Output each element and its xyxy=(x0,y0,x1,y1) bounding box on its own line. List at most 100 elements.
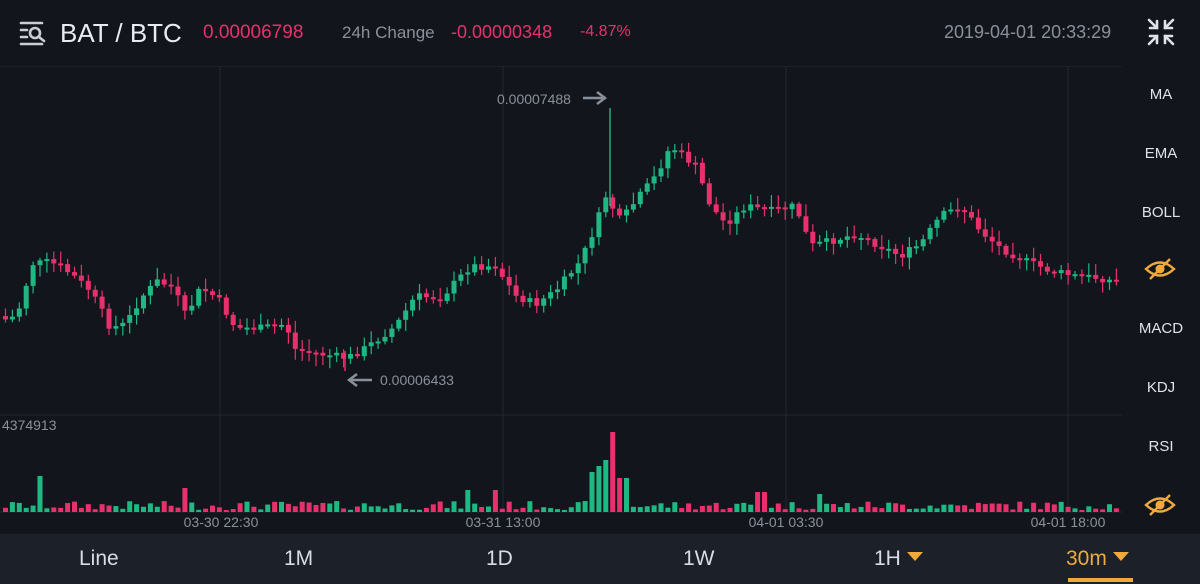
volume-bar xyxy=(237,503,243,512)
candle-body xyxy=(44,259,50,262)
volume-bar xyxy=(906,508,912,512)
candle-body xyxy=(527,298,533,303)
candle-body xyxy=(382,336,388,342)
volume-bar xyxy=(520,507,526,512)
indicator-kdj[interactable]: KDJ xyxy=(1146,379,1176,396)
candle-body xyxy=(893,248,899,254)
candle-body xyxy=(285,324,291,333)
tab-1h[interactable]: 1H xyxy=(874,534,923,584)
volume-bar xyxy=(72,501,77,512)
volume-bar xyxy=(154,506,160,512)
volume-bar xyxy=(492,490,498,512)
candlestick-chart[interactable]: 0.00007488 0.00006433 4374913 03-30 22:3… xyxy=(0,66,1122,534)
candle-body xyxy=(617,208,623,216)
chart-canvas[interactable]: 0.00007488 0.00006433 4374913 03-30 22:3… xyxy=(0,66,1122,534)
volume-bar xyxy=(292,506,298,512)
volume-bar xyxy=(375,506,381,512)
candle-body xyxy=(817,241,823,244)
eye-icon[interactable] xyxy=(1144,493,1176,517)
candle-body xyxy=(858,238,864,241)
volume-bar xyxy=(962,505,968,512)
candle-body xyxy=(230,314,236,325)
volume-bar xyxy=(1010,509,1016,512)
candle-body xyxy=(548,292,554,299)
volume-bar xyxy=(541,507,547,512)
indicator-macd[interactable]: MACD xyxy=(1138,320,1184,337)
candle-body xyxy=(824,238,830,242)
eye-icon[interactable] xyxy=(1144,257,1176,281)
volume-bar xyxy=(189,502,195,512)
arrow-right-icon xyxy=(583,91,608,105)
tab-1m[interactable]: 1M xyxy=(284,547,314,570)
indicator-rsi[interactable]: RSI xyxy=(1148,438,1174,455)
volume-bar xyxy=(58,507,64,512)
volume-bar xyxy=(589,472,595,512)
indicator-ma[interactable]: MA xyxy=(1149,86,1173,103)
volume-bar xyxy=(230,509,236,512)
volume-bar xyxy=(410,509,416,512)
volume-bar xyxy=(651,505,657,512)
candle-body xyxy=(555,289,560,293)
candle-body xyxy=(596,212,602,238)
indicator-ema[interactable]: EMA xyxy=(1144,145,1178,162)
volume-bar xyxy=(844,503,850,512)
candle-body xyxy=(334,352,340,356)
volume-bar xyxy=(175,507,181,512)
indicator-boll[interactable]: BOLL xyxy=(1141,204,1181,221)
candle-body xyxy=(886,248,892,251)
volume-bar xyxy=(3,507,8,512)
pair-title[interactable]: BAT / BTC xyxy=(60,18,182,48)
candle-body xyxy=(375,341,381,344)
volume-bar xyxy=(872,507,878,512)
candle-body xyxy=(589,237,595,248)
collapse-fullscreen-icon[interactable] xyxy=(1146,17,1176,47)
volume-bar xyxy=(279,501,284,512)
volume-bar xyxy=(706,505,712,512)
volume-bar xyxy=(969,508,974,512)
tab-line[interactable]: Line xyxy=(79,547,119,570)
tab-1w[interactable]: 1W xyxy=(683,547,715,570)
tab-1d[interactable]: 1D xyxy=(486,547,513,570)
candle-body xyxy=(610,197,616,209)
volume-bar xyxy=(782,509,788,512)
volume-bar xyxy=(1086,506,1092,512)
candle-body xyxy=(679,150,685,153)
volume-bar xyxy=(658,503,664,512)
candle-body xyxy=(154,279,160,286)
volume-bar xyxy=(534,509,540,512)
candle-body xyxy=(541,298,547,306)
volume-bar xyxy=(768,507,774,512)
candle-body xyxy=(1072,274,1078,277)
candle-body xyxy=(16,308,22,317)
volume-bar xyxy=(637,507,643,512)
candle-body xyxy=(561,276,567,290)
candle-body xyxy=(699,162,705,184)
volume-bar xyxy=(85,504,91,512)
tab-30m[interactable]: 30m xyxy=(1066,534,1129,584)
candle-body xyxy=(389,328,395,337)
candle-body xyxy=(313,352,319,355)
volume-bar xyxy=(1031,502,1037,512)
volume-bar xyxy=(216,507,222,512)
volume-bar xyxy=(244,501,250,512)
candle-body xyxy=(451,280,457,294)
candle-body xyxy=(92,289,98,297)
candle-body xyxy=(969,212,974,218)
volume-bar xyxy=(817,494,823,512)
candle-body xyxy=(141,295,146,309)
volume-bar xyxy=(113,506,119,512)
volume-bar xyxy=(810,508,816,512)
volume-bar xyxy=(748,504,754,512)
caret-down-icon xyxy=(1112,551,1129,561)
candle-body xyxy=(120,322,126,327)
volume-bar xyxy=(630,506,636,512)
volume-bar xyxy=(1038,509,1043,512)
candle-body xyxy=(479,264,485,270)
caret-down-icon xyxy=(906,551,923,561)
volume-bar xyxy=(900,504,905,512)
search-list-icon[interactable] xyxy=(18,18,48,48)
volume-bar xyxy=(437,501,443,512)
candle-body xyxy=(65,264,71,273)
volume-bar xyxy=(382,508,388,512)
volume-bar xyxy=(1051,504,1057,512)
